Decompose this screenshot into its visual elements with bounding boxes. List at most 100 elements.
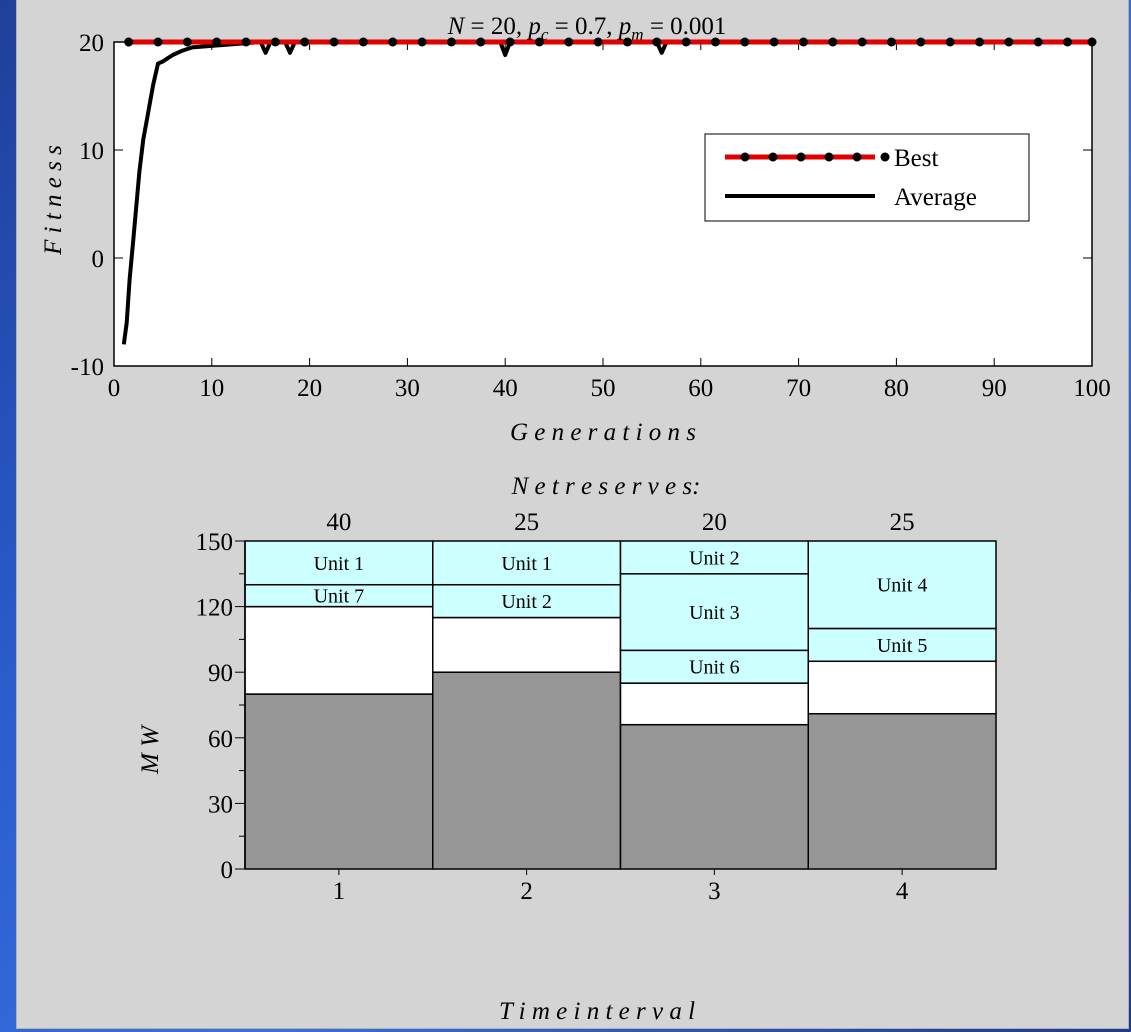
best-fitness-point bbox=[124, 37, 134, 47]
reserves-axis-ticks: 1 2 3 4 0 30 60 90 120 150 bbox=[196, 529, 909, 905]
y-tick-label: 90 bbox=[208, 660, 233, 687]
best-fitness-point bbox=[975, 37, 985, 47]
best-fitness-point bbox=[329, 37, 339, 47]
x-tick-label: 10 bbox=[199, 375, 224, 402]
bar-segment bbox=[244, 693, 434, 870]
best-fitness-point bbox=[241, 37, 251, 47]
figure-svg: N = 20, pc = 0.7, pm = 0.001 0 10 20 30 40 50… bbox=[40, 13, 1111, 1025]
x-tick-label: 100 bbox=[1073, 375, 1111, 402]
best-fitness-point bbox=[887, 37, 897, 47]
best-fitness-point bbox=[593, 37, 603, 47]
best-fitness-point bbox=[857, 37, 867, 47]
y-tick-label: 10 bbox=[79, 138, 104, 165]
unit-label: Unit 4 bbox=[877, 575, 928, 597]
best-fitness-point bbox=[300, 37, 310, 47]
fitness-y-axis-label: F i t n e s s bbox=[40, 145, 67, 256]
bar-segment bbox=[432, 616, 622, 673]
bar-segment bbox=[807, 627, 997, 663]
x-tick-label: 1 bbox=[333, 878, 346, 905]
y-tick-label: 20 bbox=[79, 30, 104, 57]
unit-label: Unit 2 bbox=[689, 547, 740, 569]
best-fitness-point bbox=[681, 37, 691, 47]
best-fitness-point bbox=[828, 37, 838, 47]
x-tick-label: 30 bbox=[395, 375, 420, 402]
y-tick-label: 0 bbox=[92, 246, 105, 273]
best-fitness-point bbox=[388, 37, 398, 47]
legend-best-marker bbox=[880, 152, 890, 162]
bar-segment bbox=[244, 605, 434, 695]
reserves-chart-title: N e t r e s e r v e s: bbox=[511, 473, 701, 500]
fitness-chart: N = 20, pc = 0.7, pm = 0.001 0 10 20 30 40 50… bbox=[40, 13, 1111, 446]
best-fitness-point bbox=[182, 37, 192, 47]
legend-average-label: Average bbox=[894, 184, 977, 211]
reserves-x-axis-label: T i m e i n t e r v a l bbox=[499, 998, 695, 1025]
legend-best-markers bbox=[740, 152, 890, 162]
net-reserve-value: 25 bbox=[890, 509, 915, 536]
figure-panel: N = 20, pc = 0.7, pm = 0.001 0 10 20 30 40 50… bbox=[16, 0, 1129, 1029]
unit-label: Unit 1 bbox=[501, 553, 552, 575]
y-tick-label: 30 bbox=[208, 791, 233, 818]
best-fitness-point bbox=[534, 37, 544, 47]
net-reserve-value: 25 bbox=[514, 509, 539, 536]
bar-segment bbox=[807, 660, 997, 715]
fitness-legend: Best Average bbox=[704, 133, 1030, 222]
best-fitness-point bbox=[212, 37, 222, 47]
y-tick-label: 0 bbox=[221, 857, 234, 884]
best-fitness-point bbox=[476, 37, 486, 47]
x-tick-label: 90 bbox=[982, 375, 1007, 402]
x-tick-label: 40 bbox=[493, 375, 518, 402]
unit-label: Unit 1 bbox=[314, 553, 365, 575]
best-fitness-point bbox=[798, 37, 808, 47]
legend-best-marker bbox=[740, 152, 750, 162]
bar-segment bbox=[432, 671, 622, 870]
best-fitness-point bbox=[622, 37, 632, 47]
fitness-chart-title: N = 20, pc = 0.7, pm = 0.001 bbox=[447, 13, 727, 44]
net-reserve-values: 40 25 20 25 bbox=[326, 509, 914, 536]
legend-best-marker bbox=[852, 152, 862, 162]
bar-segment bbox=[619, 723, 809, 870]
best-fitness-point bbox=[358, 37, 368, 47]
bar-segment bbox=[619, 682, 809, 726]
x-tick-label: 3 bbox=[708, 878, 721, 905]
best-fitness-point bbox=[446, 37, 456, 47]
unit-label: Unit 3 bbox=[689, 602, 740, 624]
unit-label: Unit 2 bbox=[501, 591, 552, 613]
legend-best-marker bbox=[768, 152, 778, 162]
net-reserve-value: 40 bbox=[326, 509, 351, 536]
x-tick-label: 20 bbox=[297, 375, 322, 402]
best-fitness-point bbox=[1087, 37, 1097, 47]
bar-segment bbox=[619, 540, 809, 575]
best-fitness-point bbox=[769, 37, 779, 47]
y-tick-label: 150 bbox=[196, 529, 234, 556]
bar-segment bbox=[432, 540, 622, 586]
legend-box bbox=[704, 133, 1030, 222]
x-tick-label: 4 bbox=[896, 878, 909, 905]
x-tick-label: 70 bbox=[786, 375, 811, 402]
x-tick-label: 0 bbox=[108, 375, 121, 402]
best-fitness-point bbox=[417, 37, 427, 47]
x-tick-label: 50 bbox=[591, 375, 616, 402]
x-tick-label: 80 bbox=[884, 375, 909, 402]
best-fitness-point bbox=[505, 37, 515, 47]
x-tick-label: 60 bbox=[688, 375, 713, 402]
legend-best-marker bbox=[796, 152, 806, 162]
best-fitness-point bbox=[652, 37, 662, 47]
bar-segment bbox=[807, 540, 997, 630]
best-fitness-point bbox=[1063, 37, 1073, 47]
best-fitness-point bbox=[270, 37, 280, 47]
y-tick-label: -10 bbox=[71, 354, 104, 381]
fitness-series bbox=[121, 37, 1097, 345]
legend-best-marker bbox=[824, 152, 834, 162]
y-tick-label: 60 bbox=[208, 726, 233, 753]
unit-label: Unit 7 bbox=[314, 586, 365, 608]
unit-label: Unit 5 bbox=[877, 635, 928, 657]
reserves-bars: Unit 7 Unit 1 Unit 2 Unit 1 Unit 6 Unit 3 Unit… bbox=[244, 540, 997, 870]
best-fitness-point bbox=[710, 37, 720, 47]
best-fitness-point bbox=[916, 37, 926, 47]
reserves-y-axis-label: M W bbox=[137, 724, 164, 775]
x-tick-label: 2 bbox=[520, 878, 533, 905]
y-tick-label: 120 bbox=[196, 595, 234, 622]
bar-segment bbox=[807, 712, 997, 870]
best-fitness-point bbox=[1004, 37, 1014, 47]
